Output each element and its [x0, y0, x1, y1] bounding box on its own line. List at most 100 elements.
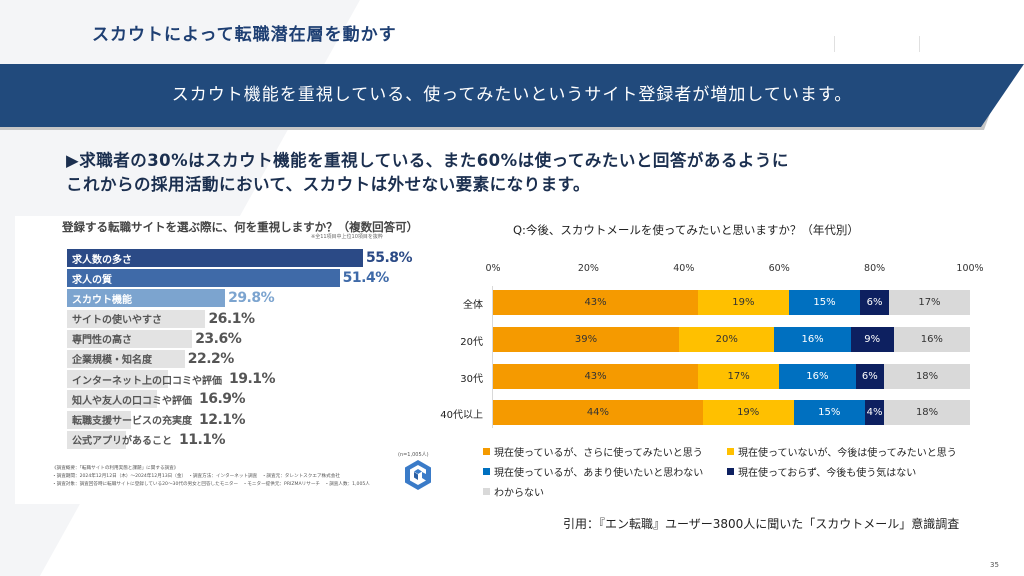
x-tick-label: 0%: [485, 263, 501, 274]
stacked-bar-segment: 4%: [865, 400, 885, 425]
left-chart-category-label: スカウト機能: [72, 294, 132, 306]
left-chart-row: スカウト機能 29.8%: [67, 288, 427, 308]
lead-line-2: これからの採用活動において、スカウトは外せない要素になります。: [66, 175, 591, 194]
banner: [0, 64, 1024, 127]
stacked-bar-segment: 15%: [788, 290, 861, 315]
left-chart-bar: [67, 430, 126, 449]
x-tick-label: 80%: [864, 263, 886, 274]
left-chart-row: 企業規模・知名度 22.2%: [67, 349, 427, 369]
left-chart-bar: [67, 249, 363, 267]
left-chart-bar: [67, 349, 185, 368]
sample-size-label: (n=1,005人): [398, 452, 429, 458]
category-label: 30代: [460, 374, 483, 385]
legend-swatch: [727, 468, 734, 475]
stacked-bar-segment: 16%: [774, 327, 851, 352]
category-label: 40代以上: [440, 410, 483, 421]
legend-swatch: [483, 488, 490, 495]
left-chart-note: ※全11項目中上位10項目を抜粋: [311, 234, 383, 240]
legend-swatch: [483, 448, 490, 455]
page-number: 35: [990, 561, 999, 569]
citation-text: 引用：『エン転職』ユーザー3800人に聞いた「スカウトメール」意識調査: [563, 517, 960, 531]
left-chart-row: 求人の質 51.4%: [67, 268, 427, 288]
legend-label: 現在使っておらず、今後も使う気はない: [738, 468, 917, 479]
category-label: 全体: [463, 300, 483, 311]
left-chart-row: 知人や友人の口コミや評価 16.9%: [67, 389, 427, 409]
stacked-bar-segment: 16%: [779, 364, 856, 389]
legend-swatch: [727, 448, 734, 455]
legend-label: 現在使っているが、さらに使ってみたいと思う: [494, 448, 703, 459]
left-chart-value-label: 16.9%: [199, 391, 246, 408]
legend-item: 現在使っているが、あまり使いたいと思わない: [483, 464, 703, 479]
left-chart-value-label: 55.8%: [366, 250, 413, 266]
page-title: スカウトによって転職潜在層を動かす: [92, 25, 397, 45]
lead-text: ▶求職者の30%はスカウト機能を重視している、また60%は使ってみたいと回答があ…: [66, 149, 789, 197]
stacked-bar-segment: 18%: [884, 400, 970, 425]
stacked-bar-segment: 39%: [493, 327, 680, 352]
left-chart-value-label: 23.6%: [195, 330, 242, 347]
left-chart-bars: 求人数の多さ 55.8% 求人の質 51.4% スカウト機能 29.8% サイトの使いやすさ…: [67, 248, 427, 450]
left-chart-row: インターネット上の口コミや評価 19.1%: [67, 369, 427, 389]
stacked-bar-segment: 15%: [793, 400, 866, 425]
stacked-bar-segment: 6%: [855, 364, 885, 389]
left-chart-row: 専門性の高さ 23.6%: [67, 329, 427, 349]
x-tick-label: 100%: [956, 263, 984, 274]
legend-item: 現在使っておらず、今後も使う気はない: [727, 464, 916, 479]
stacked-bar-segment: 18%: [884, 364, 970, 389]
left-chart-value-label: 51.4%: [342, 270, 390, 287]
legend-label: 現在使っていないが、今後は使ってみたいと思う: [738, 448, 957, 459]
banner-text: スカウト機能を重視している、使ってみたいというサイト登録者が増加しています。: [171, 85, 853, 105]
left-chart-value-label: 12.1%: [199, 411, 246, 428]
left-chart-bar: [67, 390, 157, 409]
stacked-bar-segment: 19%: [698, 290, 789, 315]
stacked-bar-segment: 43%: [493, 364, 699, 389]
left-chart-category-label: 公式アプリがあること: [72, 436, 172, 448]
left-chart-row: 転職支援サービスの充実度 12.1%: [67, 410, 427, 430]
left-chart-value-label: 29.8%: [228, 290, 275, 307]
legend-item: 現在使っていないが、今後は使ってみたいと思う: [727, 444, 957, 459]
legend-label: 現在使っているが、あまり使いたいと思わない: [494, 468, 704, 479]
survey-line: ・調査期間：2024年12月12日（木）～2024年12月13日（金） ・調査方…: [52, 474, 340, 479]
stacked-bar-segment: 17%: [698, 364, 780, 389]
left-chart-bar: [67, 289, 226, 308]
left-chart-bar: [67, 269, 340, 288]
lead-line-1: ▶求職者の30%はスカウト機能を重視している、また60%は使ってみたいと回答があ…: [66, 151, 789, 170]
left-chart-value-label: 19.1%: [229, 371, 276, 388]
category-label: 20代: [460, 337, 483, 348]
stacked-bar-segment: 19%: [702, 400, 794, 425]
left-chart-value-label: 26.1%: [208, 310, 255, 327]
survey-summary: 《調査概要：「転職サイトの利用実態と課題」に関する調査》 ・調査期間：2024年…: [52, 465, 370, 489]
left-chart-category-label: サイトの使いやすさ: [72, 315, 162, 327]
stacked-bar-segment: 17%: [888, 290, 970, 315]
left-chart-category-label: 知人や友人の口コミや評価: [72, 395, 192, 407]
legend-item: 現在使っているが、さらに使ってみたいと思う: [483, 444, 703, 459]
stacked-bar-segment: 20%: [679, 327, 775, 352]
stacked-bar-segment: 9%: [850, 327, 894, 352]
stacked-bar-segment: 16%: [893, 327, 970, 352]
left-chart-row: 公式アプリがあること 11.1%: [67, 430, 427, 450]
left-chart-bar: [67, 309, 206, 328]
left-chart-row: サイトの使いやすさ 26.1%: [67, 309, 427, 329]
left-chart-value-label: 22.2%: [187, 350, 235, 367]
left-chart-category-label: 転職支援サービスの充実度: [72, 416, 192, 427]
prizma-cube-logo-icon: [405, 460, 431, 490]
header-divider: [919, 36, 920, 52]
right-chart-title: Q:今後、スカウトメールを使ってみたいと思いますか？（年代別）: [513, 223, 859, 237]
right-chart-axis-line: [492, 286, 493, 428]
legend-swatch: [483, 468, 490, 475]
legend-item: わからない: [483, 484, 544, 499]
legend-label: わからない: [494, 488, 544, 499]
x-tick-label: 20%: [577, 263, 599, 274]
left-chart-category-label: インターネット上の口コミや評価: [72, 375, 222, 387]
survey-line: ・調査対象：調査回答時に転職サイトに登録している20～30代の男女と回答したモニ…: [52, 482, 370, 487]
stacked-bar-segment: 44%: [493, 400, 703, 425]
survey-line: 《調査概要：「転職サイトの利用実態と課題」に関する調査》: [52, 466, 179, 471]
left-chart-title: 登録する転職サイトを選ぶ際に、何を重視しますか？（複数回答可）: [62, 220, 419, 234]
left-chart-category-label: 求人数の多さ: [72, 254, 132, 266]
left-chart-bar: [67, 370, 169, 389]
stacked-bar-segment: 43%: [493, 290, 699, 315]
left-chart-category-label: 企業規模・知名度: [72, 355, 152, 367]
stacked-bar-segment: 6%: [860, 290, 889, 315]
left-chart-category-label: 求人の質: [72, 274, 112, 286]
left-chart-bar: [67, 329, 193, 348]
left-chart-row: 求人数の多さ 55.8%: [67, 248, 427, 268]
